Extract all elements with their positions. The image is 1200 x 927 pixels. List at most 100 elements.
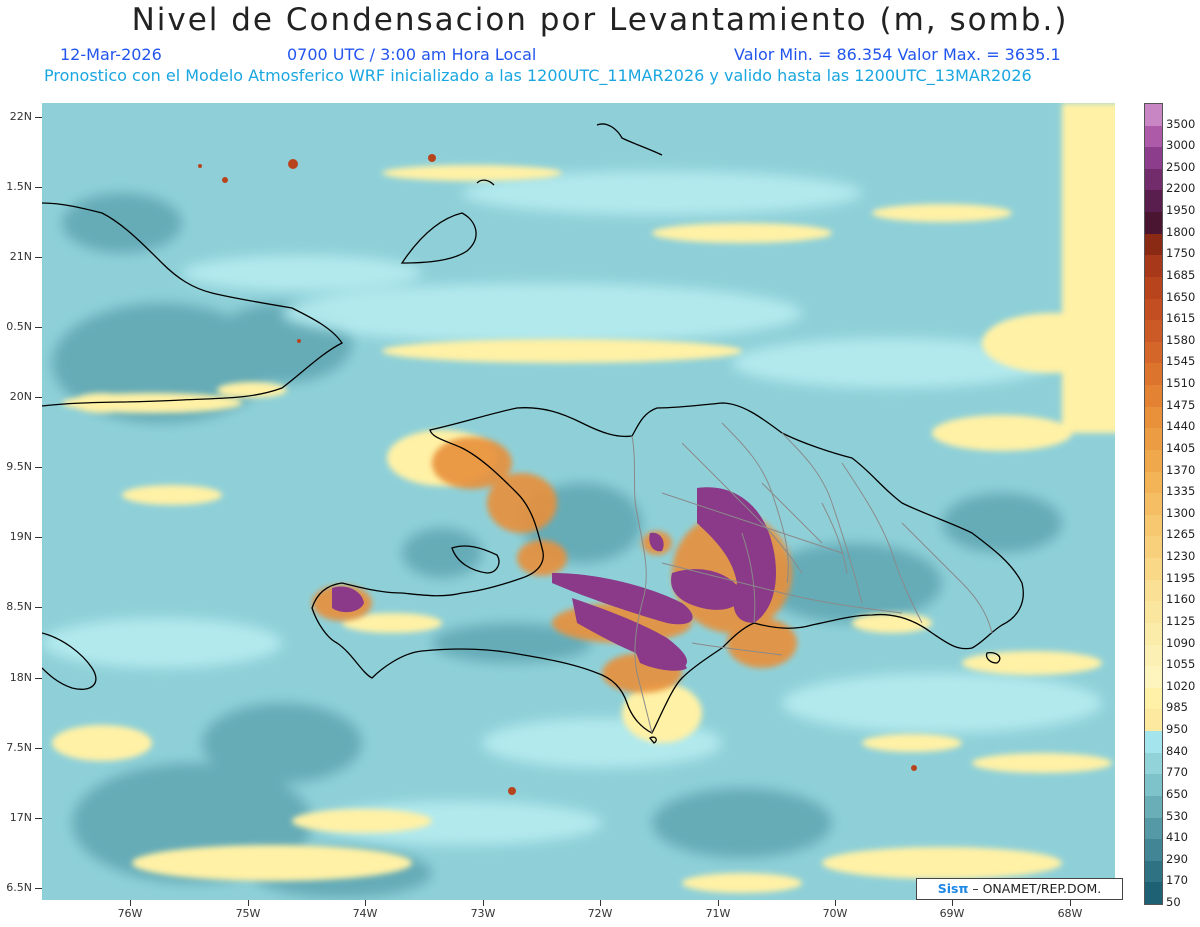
colorbar-label: 2200 [1166,181,1196,196]
colorbar-label: 1650 [1166,289,1196,304]
colorbar-label: 950 [1166,722,1188,737]
colorbar-segment [1145,428,1162,451]
y-tick-mark [35,187,42,188]
colorbar-label: 1265 [1166,527,1196,542]
colorbar-segment [1145,709,1162,732]
colorbar-segment [1145,147,1162,170]
colorbar-label: 1800 [1166,224,1196,239]
y-tick-mark [35,678,42,679]
x-tick-mark [130,900,131,906]
colorbar-segment [1145,320,1162,343]
colorbar-label: 1950 [1166,203,1196,218]
colorbar-segment [1145,471,1162,494]
credit-box: Sisπ – ONAMET/REP.DOM. [916,878,1123,900]
colorbar-label: 770 [1166,765,1188,780]
y-tick: 7.5N [6,741,32,754]
y-tick-mark [35,467,42,468]
x-tick: 73W [470,907,496,920]
colorbar-segment [1145,363,1162,386]
colorbar-segment [1145,601,1162,624]
credit-text: – ONAMET/REP.DOM. [972,881,1102,896]
colorbar-segment [1145,493,1162,516]
colorbar-label: 2500 [1166,159,1196,174]
colorbar-label: 1615 [1166,311,1196,326]
colorbar-segment [1145,687,1162,710]
x-tick-mark [718,900,719,906]
colorbar-label: 1440 [1166,419,1196,434]
colorbar-segment [1145,104,1162,127]
colorbar-segment [1145,168,1162,191]
map-title: Nivel de Condensacion por Levantamiento … [131,2,1069,38]
y-tick: 6.5N [6,881,32,894]
colorbar-segment [1145,622,1162,646]
colorbar-label: 1230 [1166,549,1196,564]
x-tick: 68W [1057,907,1083,920]
y-tick-mark [35,327,42,328]
colorbar-label: 1685 [1166,267,1196,282]
colorbar-label: 650 [1166,786,1188,801]
colorbar-label: 1090 [1166,635,1196,650]
colorbar-segment [1145,644,1162,667]
y-tick: 17N [9,811,32,824]
lcl-map [42,103,1115,900]
colorbar-segment [1145,341,1162,364]
x-tick: 76W [117,907,143,920]
colorbar-label: 1335 [1166,484,1196,499]
y-tick-mark [35,888,42,889]
colorbar-label: 1580 [1166,332,1196,347]
y-tick-mark [35,748,42,749]
y-tick: 22N [9,110,32,123]
colorbar-segment [1145,406,1162,429]
x-tick-mark [952,900,953,906]
colorbar-segment [1145,774,1162,797]
colorbar-segment [1145,579,1162,602]
x-tick: 74W [352,907,378,920]
x-tick: 69W [939,907,965,920]
x-tick-mark [600,900,601,906]
x-tick: 70W [822,907,848,920]
colorbar-label: 1300 [1166,505,1196,520]
colorbar-label: 1475 [1166,397,1196,412]
x-tick-mark [365,900,366,906]
colorbar-label: 1125 [1166,613,1196,628]
colorbar-segment [1145,255,1162,278]
colorbar-segment [1145,385,1162,408]
colorbar-segment [1145,190,1162,213]
colorbar-segment [1145,860,1162,883]
map-canvas [42,103,1115,900]
x-tick-mark [483,900,484,906]
colorbar-label: 170 [1166,873,1188,888]
colorbar-label: 1750 [1166,246,1196,261]
y-tick-mark [35,537,42,538]
colorbar-label: 410 [1166,830,1188,845]
colorbar-label: 1195 [1166,570,1196,585]
model-description: Pronostico con el Modelo Atmosferico WRF… [44,66,1032,85]
colorbar-segment [1145,882,1162,905]
colorbar-label: 1020 [1166,678,1196,693]
colorbar-segment [1145,449,1162,473]
colorbar-segment [1145,536,1162,559]
forecast-time: 0700 UTC / 3:00 am Hora Local [287,45,537,64]
y-tick-mark [35,397,42,398]
x-tick-mark [248,900,249,906]
x-tick: 75W [235,907,261,920]
colorbar-label: 1160 [1166,592,1196,607]
colorbar-label: 1405 [1166,440,1196,455]
sispi-logo: Sisπ [937,881,969,896]
y-tick-mark [35,818,42,819]
min-max-values: Valor Min. = 86.354 Valor Max. = 3635.1 [734,45,1061,64]
colorbar-segment [1145,298,1162,321]
colorbar-segment [1145,731,1162,754]
x-tick-mark [1070,900,1071,906]
colorbar-label: 3000 [1166,138,1196,153]
x-tick: 72W [587,907,613,920]
colorbar-segment [1145,125,1162,148]
colorbar-label: 1510 [1166,376,1196,391]
colorbar-segment [1145,666,1162,689]
colorbar-label: 3500 [1166,116,1196,131]
y-tick: 21N [9,250,32,263]
colorbar-segment [1145,514,1162,537]
colorbar-label: 290 [1166,851,1188,866]
colorbar-label: 1055 [1166,657,1196,672]
forecast-date: 12-Mar-2026 [60,45,162,64]
